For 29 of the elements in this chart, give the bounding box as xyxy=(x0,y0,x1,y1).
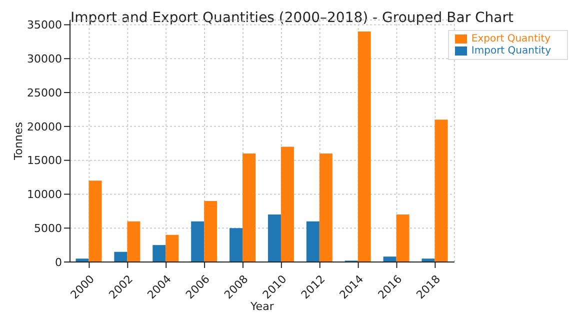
bar xyxy=(358,32,371,262)
y-tick-label: 15000 xyxy=(27,154,62,168)
bar xyxy=(166,234,179,262)
bar xyxy=(152,245,166,262)
bar xyxy=(114,252,128,262)
bar xyxy=(306,221,320,262)
bar xyxy=(230,228,243,262)
bar xyxy=(268,214,281,262)
y-axis-title: Tonnes xyxy=(12,122,25,162)
bar xyxy=(204,200,218,262)
x-axis-title: Year xyxy=(250,300,274,313)
y-tick-label: 30000 xyxy=(27,52,62,66)
y-tick-label: 5000 xyxy=(34,222,62,236)
bar xyxy=(88,180,102,262)
y-tick-label: 0 xyxy=(55,256,62,269)
y-tick-label: 20000 xyxy=(27,120,62,134)
bar xyxy=(280,146,294,262)
legend-label: Import Quantity xyxy=(471,46,551,57)
y-tick-label: 25000 xyxy=(27,86,62,100)
bar xyxy=(383,256,396,262)
bar xyxy=(127,221,140,262)
legend-label: Export Quantity xyxy=(471,34,551,45)
bar xyxy=(434,120,448,262)
y-tick-label: 35000 xyxy=(27,18,62,32)
y-tick-label: 10000 xyxy=(27,188,62,202)
bar xyxy=(242,154,256,262)
bar xyxy=(319,154,332,262)
bar xyxy=(191,221,204,262)
bar xyxy=(396,214,410,262)
